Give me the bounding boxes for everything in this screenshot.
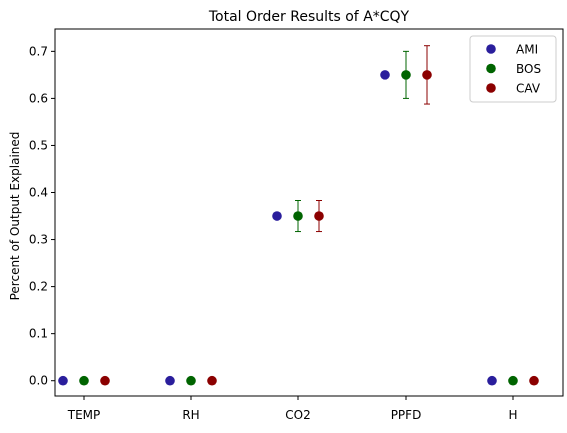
data-point (186, 375, 196, 386)
series-ami (58, 70, 497, 386)
y-tick-label: 0.5 (29, 138, 48, 152)
legend-marker (486, 83, 496, 93)
x-tick-label: TEMP (67, 408, 101, 422)
data-point (401, 70, 411, 80)
y-tick-label: 0.6 (29, 91, 48, 105)
x-tick-label: PPFD (391, 408, 422, 422)
data-point (314, 211, 324, 221)
y-axis: 0.0 0.1 0.2 0.3 0.4 0.5 0.6 0.7 (29, 44, 55, 388)
legend-box (469, 35, 557, 103)
legend: AMI BOS CAV (469, 35, 557, 103)
series-cav (100, 45, 539, 386)
data-point (508, 375, 518, 386)
data-point (380, 70, 390, 80)
y-tick-label: 0.2 (29, 280, 48, 294)
x-axis: TEMP RH CO2 PPFD H (67, 396, 518, 422)
data-point (207, 375, 217, 386)
data-point (293, 211, 303, 221)
data-point (100, 375, 110, 386)
legend-marker (486, 63, 496, 74)
data-point (487, 375, 497, 386)
y-tick-label: 0.7 (29, 44, 48, 58)
series-bos (79, 50, 518, 386)
data-point (58, 375, 68, 386)
data-point (529, 375, 539, 386)
chart-title: Total Order Results of A*CQY (208, 9, 410, 25)
y-tick-label: 0.4 (29, 186, 48, 200)
data-point (165, 375, 175, 386)
x-tick-label: H (508, 408, 517, 422)
data-point (272, 211, 282, 221)
data-point (79, 375, 89, 386)
legend-label: BOS (516, 62, 541, 76)
series-layer (58, 45, 539, 386)
y-tick-label: 0.1 (29, 327, 48, 341)
y-axis-label: Percent of Output Explained (8, 132, 22, 301)
x-tick-label: CO2 (285, 408, 310, 422)
legend-marker (486, 44, 496, 54)
y-tick-label: 0.3 (29, 233, 48, 247)
legend-label: CAV (516, 82, 541, 96)
data-point (422, 70, 432, 80)
legend-label: AMI (516, 43, 538, 57)
y-tick-label: 0.0 (29, 374, 48, 388)
x-tick-label: RH (182, 408, 199, 422)
